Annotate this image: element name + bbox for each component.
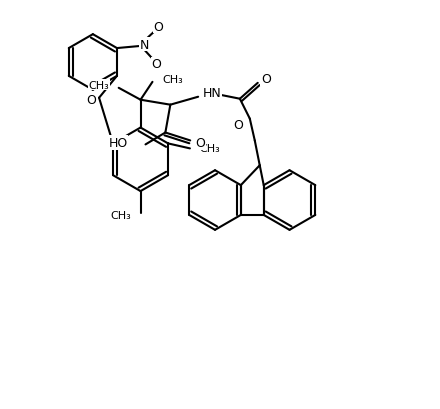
Text: O: O <box>195 137 205 150</box>
Text: O: O <box>86 94 96 107</box>
Text: O: O <box>261 73 271 86</box>
Text: HN: HN <box>203 87 221 100</box>
Text: HO: HO <box>108 137 128 150</box>
Text: O: O <box>154 21 164 34</box>
Text: O: O <box>233 119 243 132</box>
Text: CH₃: CH₃ <box>110 210 131 220</box>
Text: N: N <box>140 38 150 52</box>
Text: O: O <box>152 58 161 71</box>
Text: CH₃: CH₃ <box>88 81 109 90</box>
Text: CH₃: CH₃ <box>199 144 220 154</box>
Text: CH₃: CH₃ <box>162 75 183 85</box>
